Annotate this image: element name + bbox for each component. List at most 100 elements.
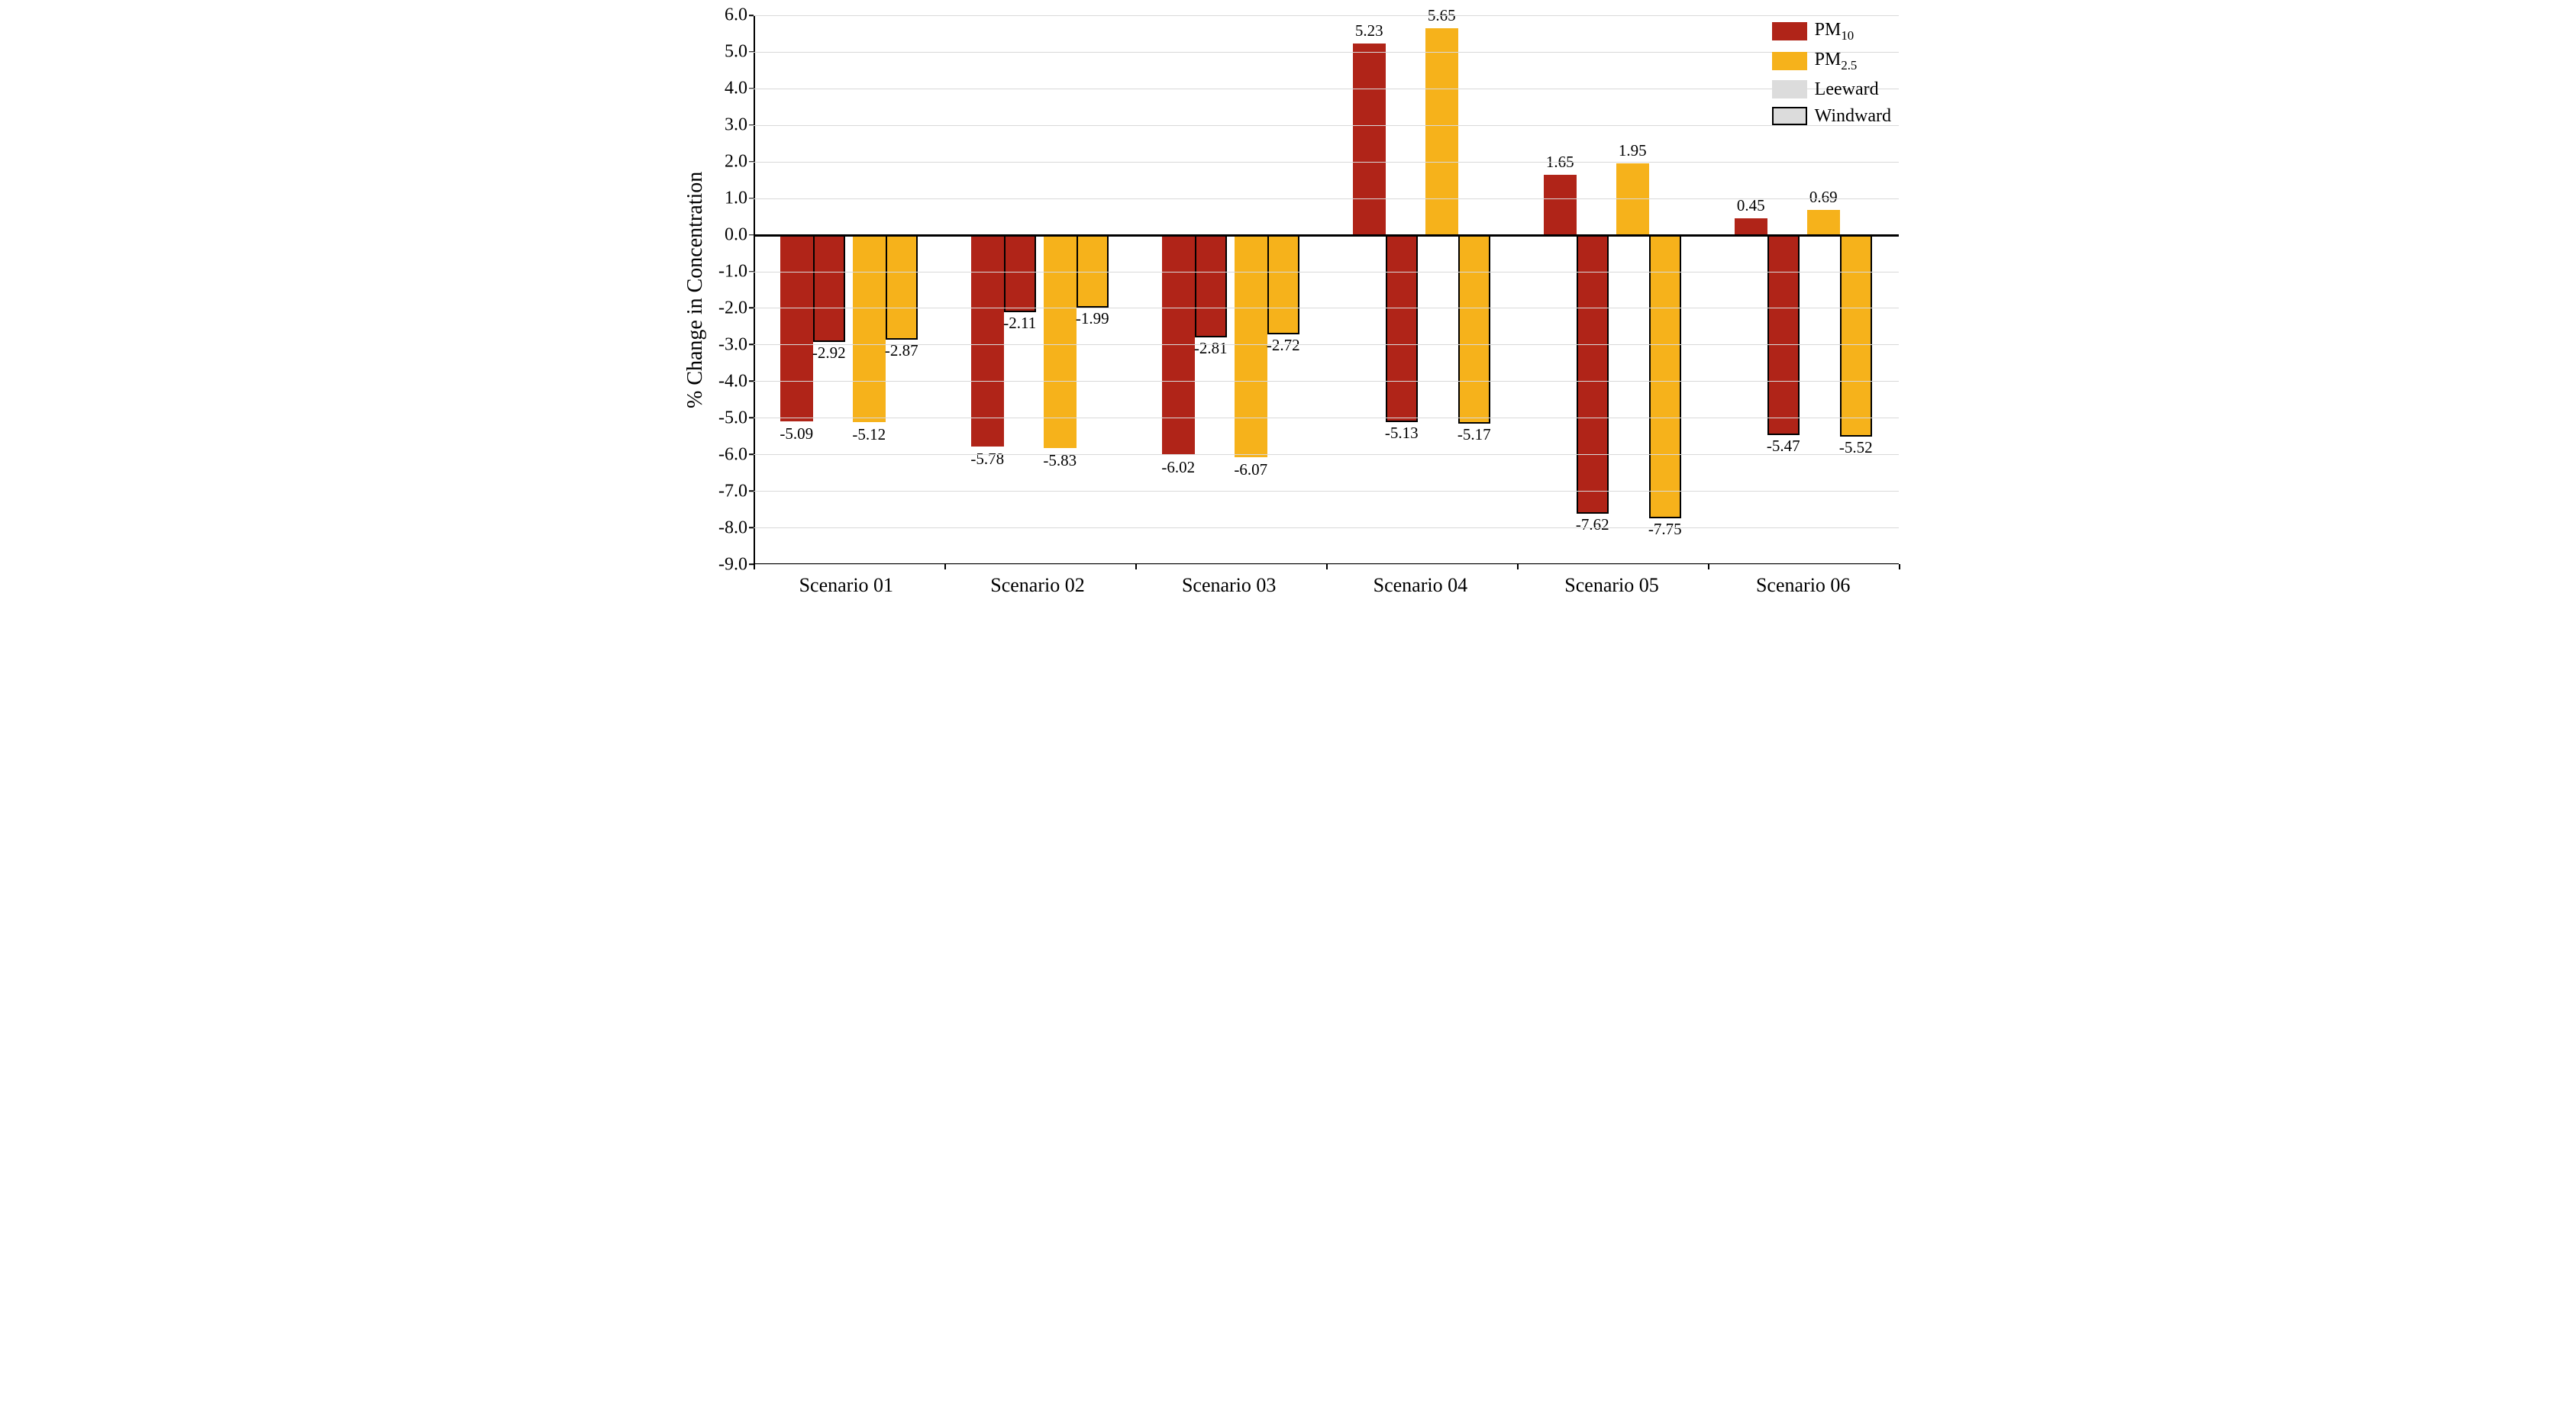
grid-line (754, 125, 1899, 126)
x-category-label: Scenario 04 (1325, 565, 1516, 597)
bar-value-label: -2.81 (1194, 339, 1228, 358)
y-axis-ticks: -9.0-8.0-7.0-6.0-5.0-4.0-3.0-2.0-1.00.01… (708, 15, 754, 565)
bar: -6.07 (1235, 235, 1267, 457)
bar: 1.95 (1616, 163, 1649, 234)
legend: PM10 PM2.5 Leeward Windward (1772, 20, 1891, 133)
grid-line (754, 52, 1899, 53)
bar-group: 1.65-7.621.95-7.75 (1517, 15, 1708, 564)
bar: -5.78 (971, 235, 1004, 447)
grid-line (754, 272, 1899, 273)
y-tick-label: -7.0 (718, 482, 747, 502)
x-axis-line (754, 563, 1899, 565)
y-tick-label: 6.0 (725, 5, 747, 26)
legend-item: Windward (1772, 106, 1891, 127)
legend-item: PM10 (1772, 20, 1891, 44)
bar-group: -5.09-2.92-5.12-2.87 (754, 15, 944, 564)
x-category-label: Scenario 06 (1707, 565, 1899, 597)
y-tick-label: 4.0 (725, 79, 747, 99)
bar-value-label: -2.92 (812, 343, 846, 363)
bar-value-label: -5.09 (780, 424, 813, 443)
bar: -5.13 (1386, 235, 1419, 423)
bar: -5.09 (780, 235, 813, 421)
y-tick-label: -5.0 (718, 408, 747, 429)
x-tick-mark (1517, 564, 1519, 569)
chart-container: % Change in Concentration -9.0 -8.0 -7.0 -6… (677, 15, 1899, 597)
y-tick-label: -1.0 (718, 262, 747, 282)
grid-line (754, 381, 1899, 382)
y-tick-label: -3.0 (718, 335, 747, 356)
y-tick-label: -4.0 (718, 372, 747, 392)
bar: -2.92 (813, 235, 846, 342)
x-tick-mark (1708, 564, 1709, 569)
y-tick-label: 2.0 (725, 152, 747, 173)
bar: -2.72 (1267, 235, 1300, 334)
bar: -5.17 (1458, 235, 1491, 424)
bar-value-label: -2.72 (1267, 336, 1300, 355)
bar-value-label: -6.07 (1234, 460, 1267, 479)
x-axis-labels: Scenario 01Scenario 02Scenario 03Scenari… (751, 565, 1899, 597)
bar-value-label: -2.11 (1003, 314, 1036, 333)
bar-value-label: -5.47 (1767, 437, 1800, 456)
grid-line (754, 491, 1899, 492)
bar-value-label: -5.17 (1457, 425, 1491, 444)
bar: 5.65 (1425, 28, 1458, 235)
y-tick-label: -9.0 (718, 555, 747, 576)
bar-value-label: -7.62 (1576, 515, 1609, 534)
bar: -5.47 (1767, 235, 1800, 435)
y-tick-label: 0.0 (725, 225, 747, 246)
grid-line (754, 15, 1899, 16)
grid-line (754, 344, 1899, 345)
bar-value-label: 1.95 (1619, 141, 1647, 160)
bar: -5.52 (1840, 235, 1873, 437)
bar-group: 5.23-5.135.65-5.17 (1326, 15, 1517, 564)
bar-group: -6.02-2.81-6.07-2.72 (1135, 15, 1326, 564)
legend-swatch (1772, 22, 1807, 40)
bar-groups: -5.09-2.92-5.12-2.87-5.78-2.11-5.83-1.99… (754, 15, 1899, 564)
chart: % Change in Concentration -9.0-8.0-7.0-6… (677, 15, 1899, 565)
bar: -2.87 (886, 235, 918, 340)
legend-label: PM2.5 (1815, 50, 1858, 73)
bar-value-label: 5.23 (1355, 21, 1383, 40)
x-category-label: Scenario 05 (1516, 565, 1708, 597)
legend-swatch (1772, 80, 1807, 98)
x-category-label: Scenario 02 (942, 565, 1134, 597)
bar: -7.75 (1649, 235, 1682, 518)
grid-line (754, 198, 1899, 199)
bar-value-label: -7.75 (1648, 520, 1682, 539)
bar-value-label: -5.12 (852, 425, 886, 444)
y-tick-label: -2.0 (718, 298, 747, 319)
bar-value-label: 0.45 (1737, 196, 1765, 215)
grid-line (754, 527, 1899, 528)
x-tick-mark (1135, 564, 1137, 569)
x-category-label: Scenario 01 (751, 565, 942, 597)
bar: 5.23 (1353, 44, 1386, 235)
y-tick-label: -8.0 (718, 518, 747, 539)
bar: 0.69 (1807, 210, 1840, 235)
x-tick-mark (1326, 564, 1328, 569)
bar: 1.65 (1544, 175, 1577, 235)
legend-label: PM10 (1815, 20, 1854, 44)
bar-group: -5.78-2.11-5.83-1.99 (944, 15, 1135, 564)
legend-label: Leeward (1815, 79, 1879, 100)
bar: -7.62 (1577, 235, 1609, 514)
plot-area: PM10PM2.5LeewardWindward -5.09-2.92-5.12… (754, 15, 1899, 565)
legend-swatch (1772, 52, 1807, 70)
bar-value-label: -1.99 (1076, 309, 1109, 328)
x-tick-mark (1899, 564, 1900, 569)
bar: -5.83 (1044, 235, 1077, 448)
bar: -5.12 (853, 235, 886, 422)
y-tick-label: 3.0 (725, 115, 747, 136)
zero-line (754, 234, 1899, 237)
legend-label: Windward (1815, 106, 1891, 127)
bar-value-label: 0.69 (1809, 188, 1838, 207)
grid-line (754, 454, 1899, 455)
bar: 0.45 (1735, 218, 1767, 235)
y-tick-label: 5.0 (725, 42, 747, 63)
bar-value-label: -5.78 (970, 450, 1004, 469)
bar: -2.11 (1004, 235, 1037, 312)
y-axis-label: % Change in Concentration (677, 15, 708, 565)
legend-swatch (1772, 107, 1807, 125)
bar-value-label: -5.13 (1385, 424, 1419, 443)
grid-line (754, 162, 1899, 163)
bar-value-label: -6.02 (1161, 458, 1195, 477)
